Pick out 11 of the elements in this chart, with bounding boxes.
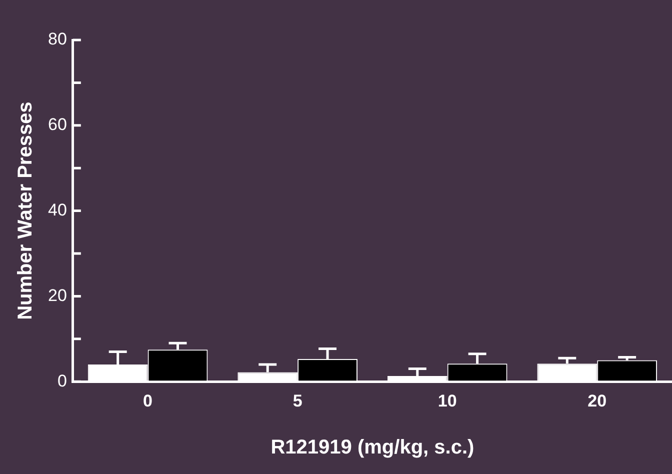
x-tick-label: 0 xyxy=(143,391,153,410)
x-tick-label: 10 xyxy=(438,391,457,410)
y-tick-label: 60 xyxy=(48,115,67,134)
x-tick-label: 5 xyxy=(292,391,302,410)
y-tick-label: 80 xyxy=(48,30,67,49)
y-tick-label: 40 xyxy=(48,200,67,220)
x-tick-label: 20 xyxy=(588,391,607,410)
y-axis-title: Number Water Presses xyxy=(14,102,37,320)
x-axis-title: R121919 (mg/kg, s.c.) xyxy=(270,436,474,459)
y-tick-label: 20 xyxy=(48,286,67,305)
y-tick-label: 0 xyxy=(57,371,67,390)
